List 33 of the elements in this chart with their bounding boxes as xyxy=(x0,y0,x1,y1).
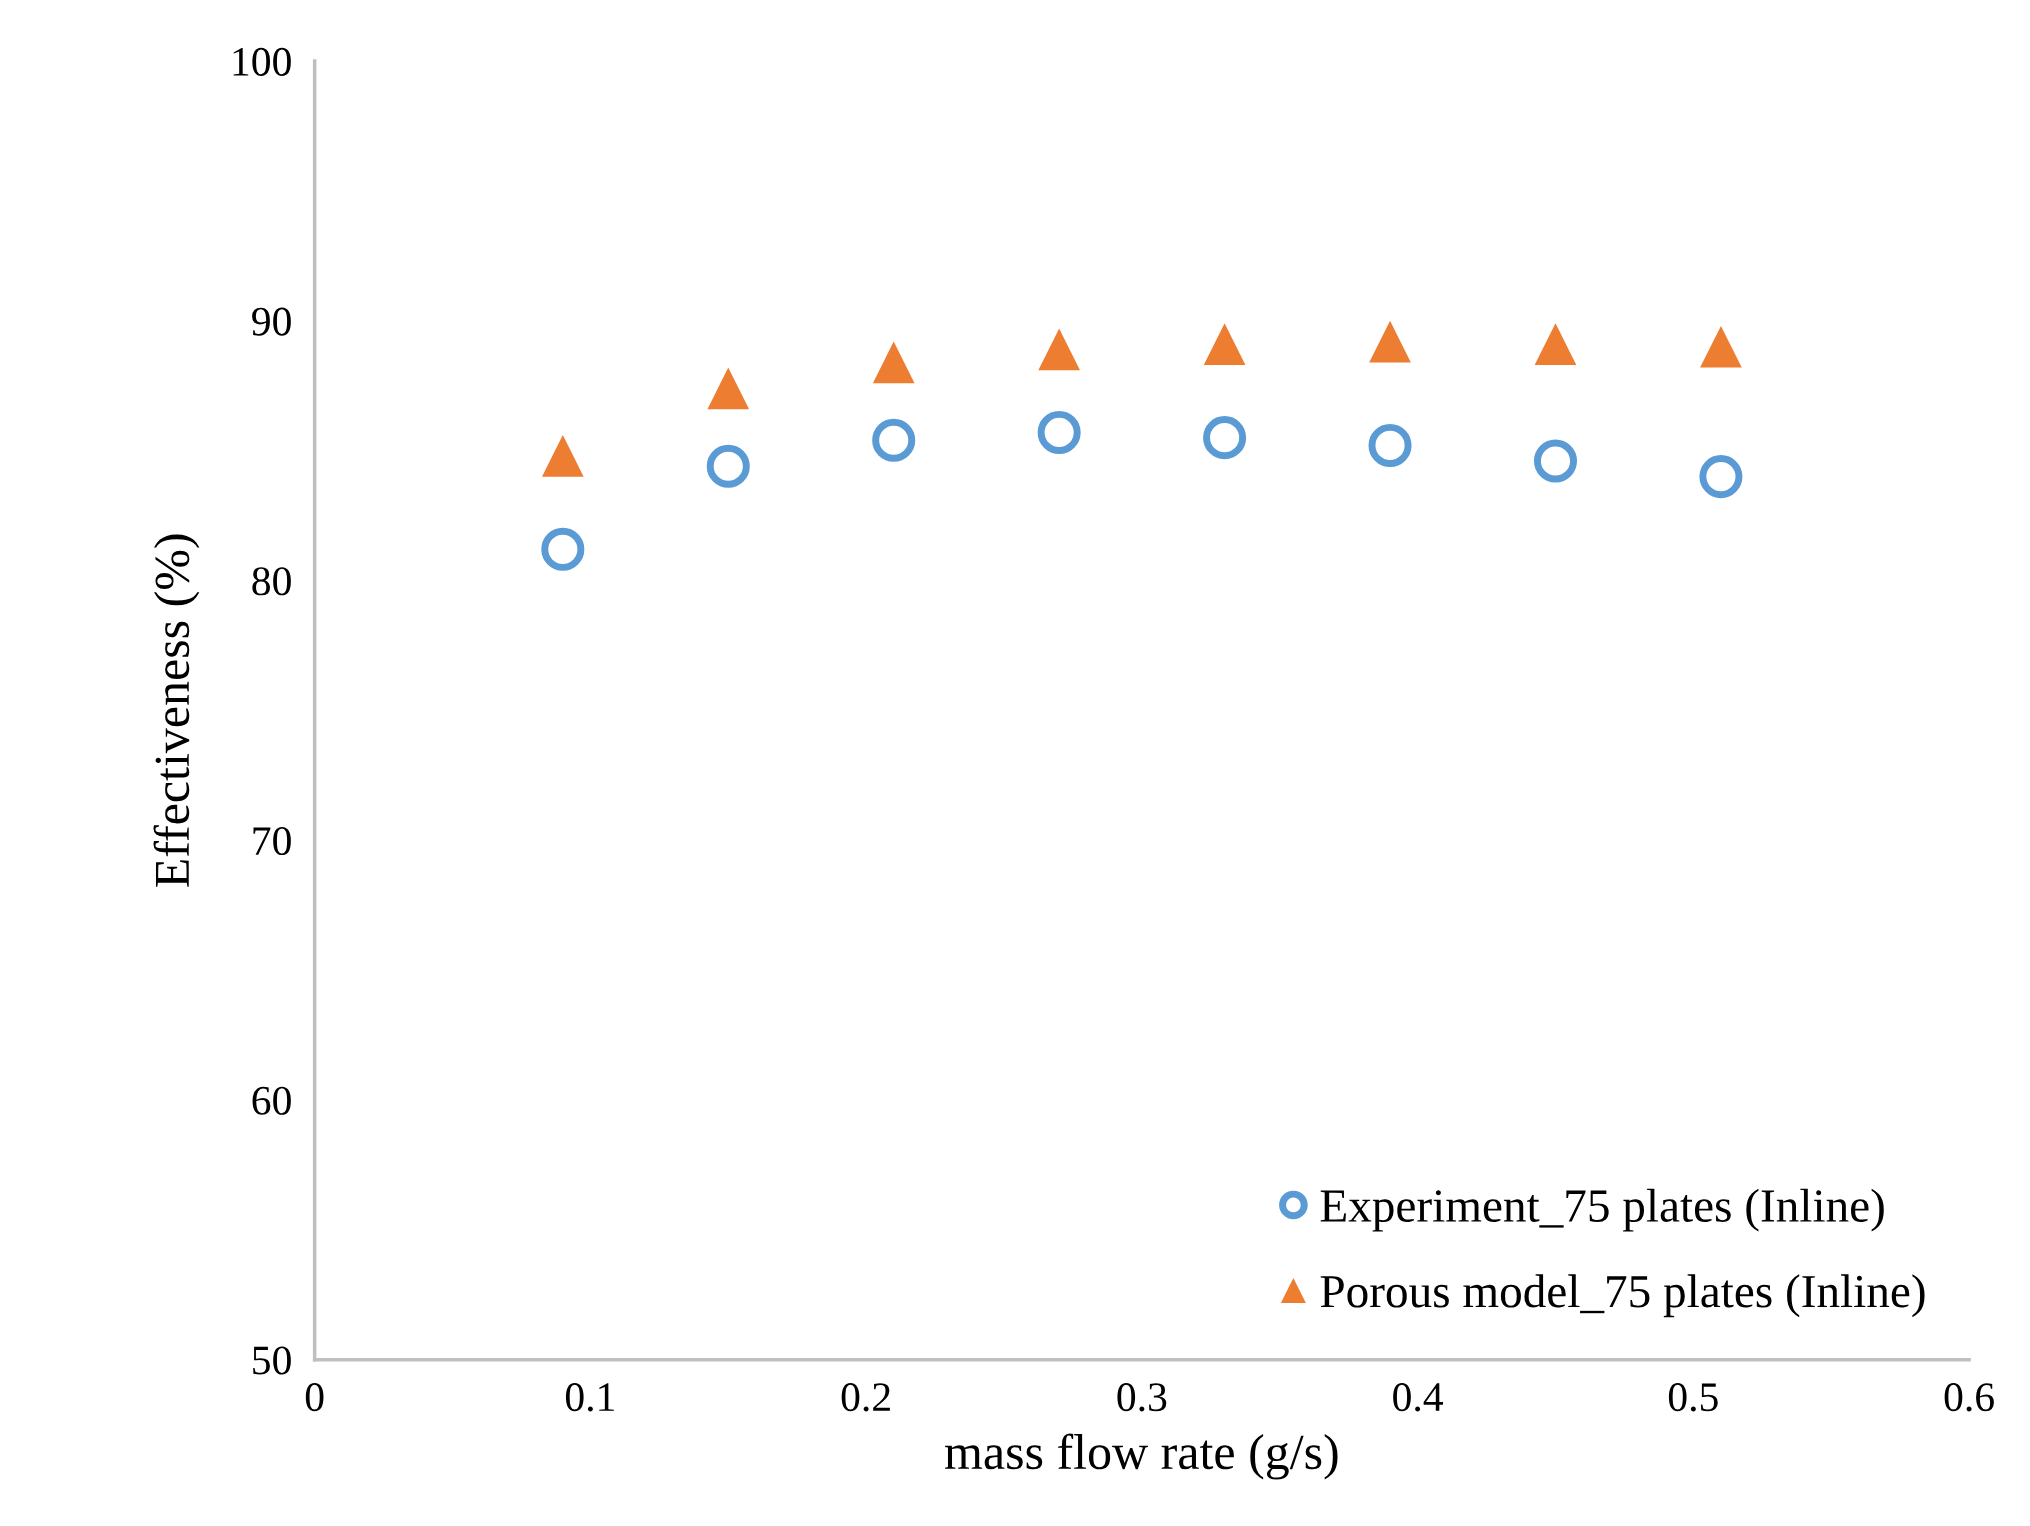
point xyxy=(1533,439,1578,483)
x-tick-label: 0.4 xyxy=(1393,1383,1444,1412)
legend-label: Porous model_75 plates (Inline) xyxy=(1320,1274,1925,1318)
point xyxy=(1700,325,1742,368)
x-tick-label: 0.6 xyxy=(1944,1383,1994,1412)
y-tick-label: 70 xyxy=(253,826,291,856)
y-tick-label: 90 xyxy=(252,307,291,336)
point xyxy=(1699,455,1743,499)
x-tick-label: 0.3 xyxy=(1117,1383,1167,1412)
y-tick-label: 100 xyxy=(233,47,291,76)
point xyxy=(706,444,750,488)
x-axis-title: mass flow rate (g/s) xyxy=(945,1433,1338,1480)
point xyxy=(1037,410,1081,454)
point xyxy=(1038,328,1080,371)
point xyxy=(541,527,585,571)
x-tick-label: 0.1 xyxy=(565,1383,614,1412)
point xyxy=(707,367,750,410)
y-tick-label: 80 xyxy=(252,567,291,596)
legend-label: Experiment_75 plates (Inline) xyxy=(1320,1188,1884,1232)
point xyxy=(1368,423,1412,467)
y-tick-label: 50 xyxy=(253,1346,291,1375)
x-tick-label: 0 xyxy=(305,1383,324,1412)
x-tick-label: 0.2 xyxy=(841,1383,890,1412)
point xyxy=(1534,323,1577,365)
point xyxy=(1203,323,1246,365)
point xyxy=(1203,416,1247,460)
point xyxy=(541,434,584,477)
point xyxy=(1369,320,1411,363)
y-tick-label: 60 xyxy=(252,1086,291,1115)
point xyxy=(872,418,916,462)
y-axis-title: Effectiveness (%) xyxy=(153,534,200,887)
point xyxy=(872,341,915,384)
x-tick-label: 0.5 xyxy=(1668,1383,1718,1412)
